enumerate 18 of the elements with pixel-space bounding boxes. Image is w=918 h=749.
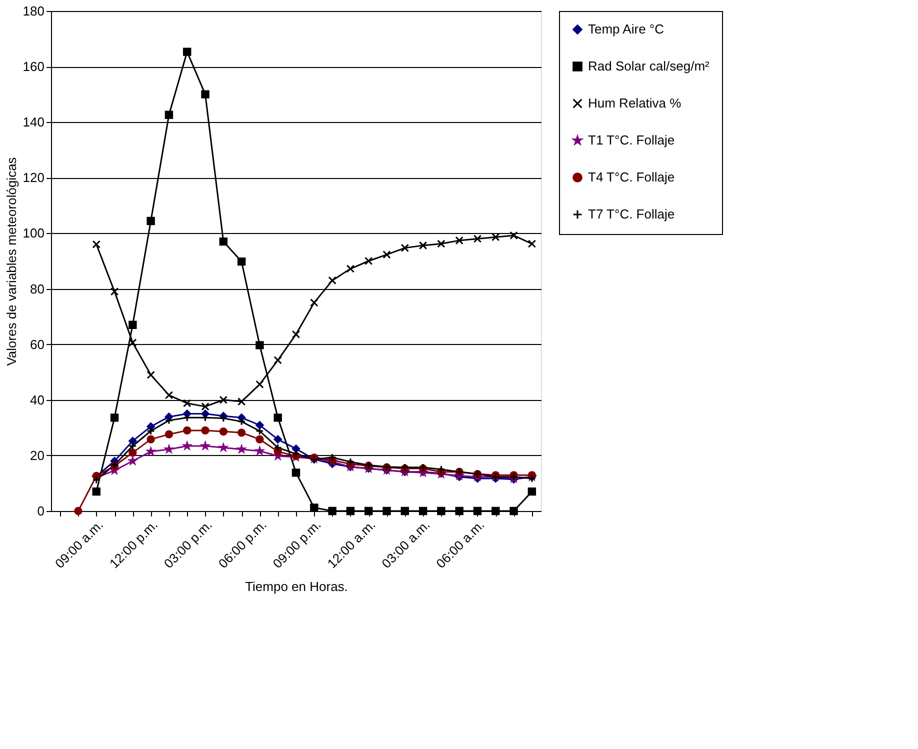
y-tick-label: 20 — [30, 448, 44, 463]
legend-label: T1 T°C. Follaje — [588, 132, 675, 148]
y-axis-title: Valores de variables meteorológicas — [4, 156, 19, 366]
y-tick-label: 140 — [22, 114, 44, 130]
x-axis-title: Tiempo en Horas. — [245, 579, 348, 594]
y-tick-label: 160 — [22, 59, 44, 74]
legend-label: T7 T°C. Follaje — [588, 206, 675, 222]
y-tick-label: 0 — [37, 504, 44, 518]
y-tick-label: 60 — [30, 336, 44, 352]
legend-label: Rad Solar cal/seg/m² — [588, 58, 710, 74]
y-tick-label: 40 — [30, 392, 44, 408]
y-tick-label: 100 — [22, 226, 44, 241]
y-tick-label: 80 — [30, 281, 44, 296]
legend-label: Hum Relativa % — [588, 96, 682, 110]
y-tick-label: 120 — [22, 170, 44, 186]
legend-label: T4 T°C. Follaje — [588, 170, 675, 184]
legend-label: Temp Aire °C — [588, 22, 664, 36]
y-tick-label: 180 — [22, 4, 44, 18]
